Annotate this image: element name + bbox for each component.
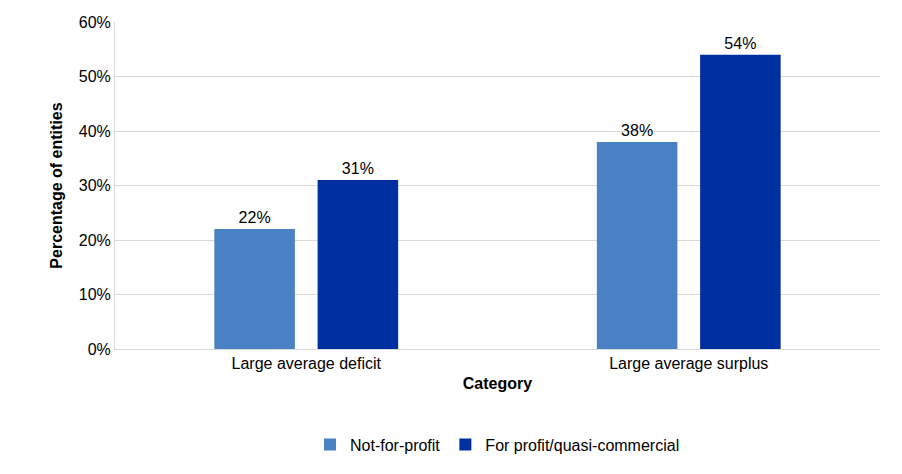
- svg-text:Category: Category: [463, 375, 532, 392]
- svg-text:30%: 30%: [79, 177, 111, 194]
- svg-text:60%: 60%: [79, 14, 111, 31]
- svg-text:31%: 31%: [342, 160, 374, 177]
- svg-text:10%: 10%: [79, 286, 111, 303]
- svg-text:54%: 54%: [724, 35, 756, 52]
- svg-text:40%: 40%: [79, 123, 111, 140]
- svg-text:Not-for-profit: Not-for-profit: [350, 437, 440, 454]
- svg-text:38%: 38%: [621, 122, 653, 139]
- svg-text:22%: 22%: [239, 209, 271, 226]
- svg-text:Percentage of entities: Percentage of entities: [48, 102, 65, 268]
- svg-text:50%: 50%: [79, 68, 111, 85]
- svg-text:Large average surplus: Large average surplus: [609, 355, 768, 372]
- svg-text:0%: 0%: [88, 341, 111, 358]
- svg-text:Large average deficit: Large average deficit: [232, 355, 382, 372]
- svg-text:For profit/quasi-commercial: For profit/quasi-commercial: [485, 437, 679, 454]
- svg-text:20%: 20%: [79, 232, 111, 249]
